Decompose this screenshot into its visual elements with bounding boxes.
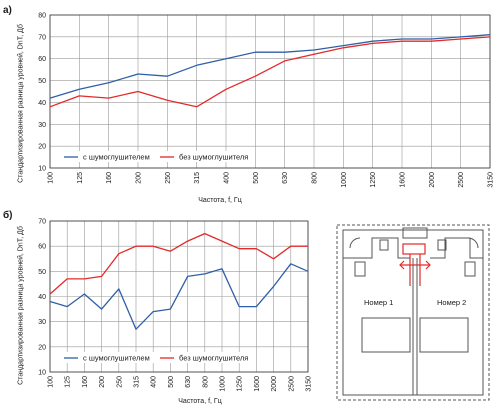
x-tick-label: 100 xyxy=(48,172,55,184)
x-tick-label: 200 xyxy=(136,172,143,184)
x-tick-label: 250 xyxy=(116,376,123,388)
x-axis-label-b: Частота, f, Гц xyxy=(178,398,222,405)
legend-entry: без шумоглушителя xyxy=(179,354,248,363)
x-tick-label: 2000 xyxy=(429,172,436,188)
x-tick-label: 630 xyxy=(185,376,192,388)
x-tick-label: 200 xyxy=(99,376,106,388)
room-1-label: Номер 1 xyxy=(364,298,393,307)
x-tick-label: 1250 xyxy=(237,376,244,392)
legend-entry: с шумоглушителем xyxy=(83,354,150,363)
x-tick-label: 160 xyxy=(82,376,89,388)
y-tick-label: 20 xyxy=(38,144,46,151)
panel-label-a: а) xyxy=(3,5,12,16)
x-tick-label: 315 xyxy=(194,172,201,184)
y-tick-label: 70 xyxy=(38,34,46,41)
x-tick-label: 500 xyxy=(168,376,175,388)
legend-background xyxy=(157,151,253,162)
x-tick-label: 100 xyxy=(48,376,55,388)
y-tick-label: 70 xyxy=(38,219,46,226)
x-tick-label: 800 xyxy=(312,172,319,184)
y-tick-label: 30 xyxy=(38,122,46,129)
legend-entry: с шумоглушителем xyxy=(83,153,150,162)
y-tick-label: 50 xyxy=(38,269,46,276)
x-tick-label: 1600 xyxy=(400,172,407,188)
x-tick-label: 125 xyxy=(65,376,72,388)
y-tick-label: 10 xyxy=(38,166,46,173)
series-line-with-silencer xyxy=(49,34,491,99)
panel-label-b: б) xyxy=(3,210,13,221)
x-tick-label: 2000 xyxy=(271,376,278,392)
y-tick-label: 30 xyxy=(38,319,46,326)
x-tick-label: 125 xyxy=(77,172,84,184)
x-tick-label: 800 xyxy=(202,376,209,388)
x-tick-label: 400 xyxy=(151,376,158,388)
plot-frame xyxy=(49,220,309,373)
ceiling-vent xyxy=(402,227,428,239)
series-line-without-silencer xyxy=(49,232,308,295)
x-tick-label: 160 xyxy=(106,172,113,184)
x-tick-label: 1000 xyxy=(341,172,348,188)
y-tick-label: 60 xyxy=(38,244,46,251)
series-line-without-silencer xyxy=(49,36,491,108)
series-line-with-silencer xyxy=(49,263,309,330)
x-tick-label: 1600 xyxy=(254,376,261,392)
x-tick-label: 500 xyxy=(253,172,260,184)
x-tick-label: 2500 xyxy=(458,172,465,188)
legend-background xyxy=(157,352,253,363)
x-tick-label: 1000 xyxy=(220,376,227,392)
x-tick-label: 3150 xyxy=(488,172,495,188)
x-tick-label: 3150 xyxy=(306,376,313,392)
x-tick-label: 630 xyxy=(282,172,289,184)
legend-background xyxy=(61,151,157,162)
floor-plan-walls xyxy=(336,224,490,401)
x-tick-label: 315 xyxy=(134,376,141,388)
y-tick-label: 80 xyxy=(38,13,46,20)
x-tick-label: 1250 xyxy=(370,172,377,188)
x-tick-label: 2500 xyxy=(288,376,295,392)
plot-frame xyxy=(49,14,491,169)
x-tick-label: 400 xyxy=(224,172,231,184)
y-tick-label: 40 xyxy=(38,100,46,107)
y-tick-label: 50 xyxy=(38,78,46,85)
y-tick-label: 10 xyxy=(38,370,46,377)
y-tick-label: 40 xyxy=(38,294,46,301)
room-2-label: Номер 2 xyxy=(437,298,466,307)
x-axis-label-a: Частота, f, Гц xyxy=(198,197,242,204)
silencer-duct xyxy=(399,243,431,286)
y-tick-label: 60 xyxy=(38,56,46,63)
x-tick-label: 250 xyxy=(165,172,172,184)
legend-background xyxy=(61,352,157,363)
y-tick-label: 20 xyxy=(38,344,46,351)
legend-entry: без шумоглушителя xyxy=(179,153,248,162)
